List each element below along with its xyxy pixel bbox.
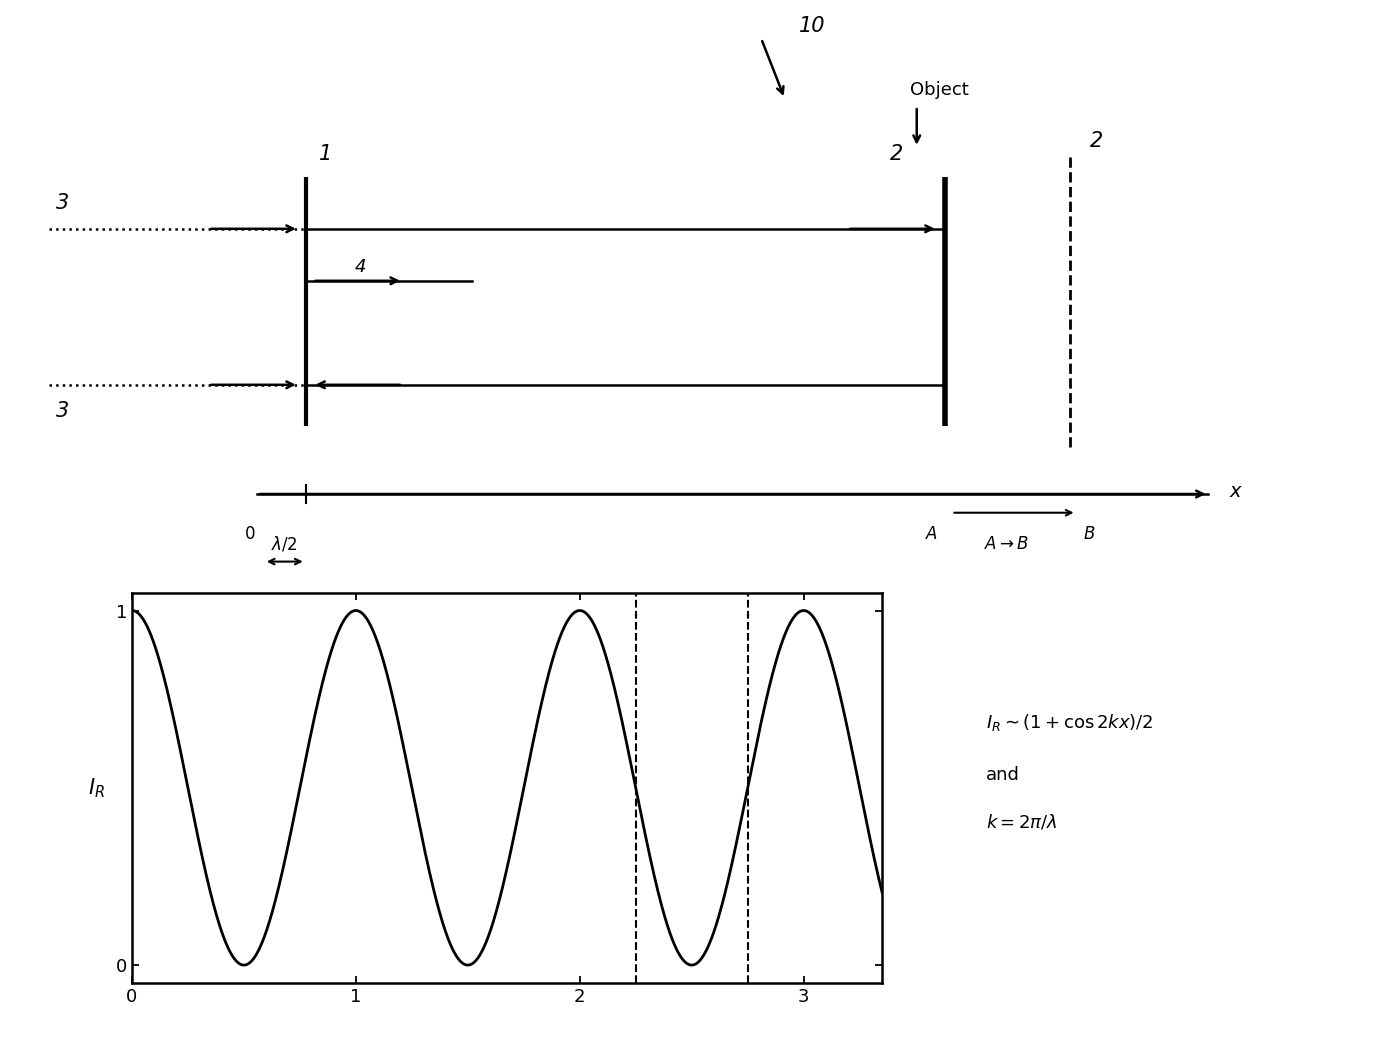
Text: 4: 4 — [354, 258, 365, 276]
Text: 2: 2 — [1090, 131, 1104, 151]
Y-axis label: $I_R$: $I_R$ — [88, 776, 104, 800]
Text: $\lambda/2$: $\lambda/2$ — [271, 535, 299, 553]
Text: $k = 2\pi/\lambda$: $k = 2\pi/\lambda$ — [986, 812, 1058, 831]
Text: 0: 0 — [244, 525, 256, 543]
Text: 10: 10 — [799, 17, 825, 36]
Text: A: A — [926, 525, 938, 543]
Text: and: and — [986, 765, 1020, 784]
Text: Object: Object — [910, 81, 968, 99]
Text: 2: 2 — [889, 145, 903, 164]
Text: B: B — [1083, 525, 1095, 543]
Text: 3: 3 — [56, 401, 69, 421]
Text: 3: 3 — [56, 193, 69, 213]
Text: x: x — [1229, 483, 1240, 501]
Text: $I_R \sim (1+ \cos 2kx)/2$: $I_R \sim (1+ \cos 2kx)/2$ — [986, 712, 1153, 733]
Text: 1: 1 — [319, 145, 333, 164]
Text: $A \rightarrow B$: $A \rightarrow B$ — [985, 536, 1029, 553]
